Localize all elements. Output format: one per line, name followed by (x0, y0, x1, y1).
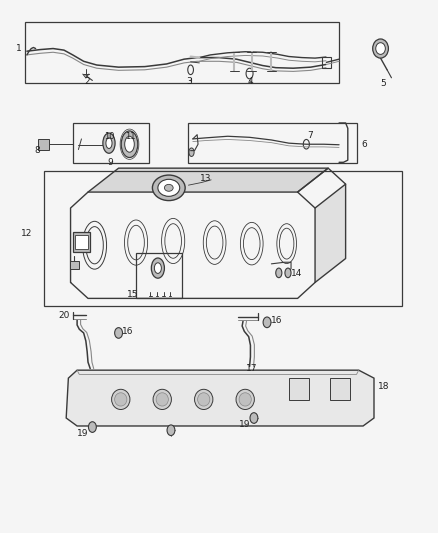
Ellipse shape (106, 138, 112, 149)
Ellipse shape (115, 393, 127, 406)
Bar (75, 235, 88, 249)
Text: 16: 16 (271, 316, 283, 325)
Ellipse shape (103, 133, 115, 154)
Text: 8: 8 (34, 146, 40, 155)
Bar (70, 261, 79, 269)
Text: 3: 3 (187, 77, 192, 86)
Polygon shape (315, 184, 346, 282)
Ellipse shape (373, 39, 389, 58)
Ellipse shape (263, 317, 271, 328)
Ellipse shape (276, 268, 282, 278)
Bar (321, 56, 331, 68)
Ellipse shape (189, 148, 194, 157)
Bar (289, 378, 308, 400)
Text: 7: 7 (307, 131, 313, 140)
Bar (73, 123, 149, 163)
Text: 9: 9 (108, 158, 113, 167)
Ellipse shape (156, 393, 168, 406)
Ellipse shape (194, 389, 213, 409)
Text: 10: 10 (104, 132, 114, 141)
Text: 13: 13 (200, 174, 212, 183)
Text: 4: 4 (248, 77, 254, 86)
Text: 19: 19 (77, 429, 88, 438)
Text: 12: 12 (21, 229, 32, 238)
Bar (136, 253, 182, 298)
Ellipse shape (112, 389, 130, 409)
Ellipse shape (158, 179, 180, 196)
Bar (330, 378, 350, 400)
Bar (38, 139, 49, 150)
Ellipse shape (285, 268, 291, 278)
Ellipse shape (167, 425, 175, 435)
Polygon shape (88, 168, 328, 192)
Text: 2: 2 (85, 77, 90, 86)
Ellipse shape (198, 393, 210, 406)
Text: 5: 5 (380, 78, 385, 87)
Text: 14: 14 (291, 269, 302, 278)
Ellipse shape (239, 393, 251, 406)
Ellipse shape (125, 136, 134, 152)
Ellipse shape (250, 413, 258, 423)
Text: 6: 6 (361, 140, 367, 149)
Ellipse shape (164, 184, 173, 191)
Text: 17: 17 (246, 364, 257, 373)
Polygon shape (66, 370, 374, 426)
Text: 15: 15 (127, 290, 138, 299)
Ellipse shape (376, 43, 385, 54)
Ellipse shape (236, 389, 254, 409)
Text: 19: 19 (239, 420, 250, 429)
Bar (25, 22, 339, 83)
Ellipse shape (88, 422, 96, 432)
Ellipse shape (115, 328, 123, 338)
Ellipse shape (151, 258, 164, 278)
Bar (44, 171, 403, 306)
Ellipse shape (121, 131, 138, 158)
Ellipse shape (153, 389, 171, 409)
Text: 20: 20 (58, 311, 70, 320)
Text: 16: 16 (123, 327, 134, 336)
Ellipse shape (154, 263, 161, 273)
Text: 11: 11 (126, 132, 136, 141)
Text: 18: 18 (378, 382, 390, 391)
Text: 1: 1 (16, 44, 22, 53)
Ellipse shape (152, 175, 185, 200)
Bar (188, 123, 357, 163)
Bar (73, 232, 90, 252)
